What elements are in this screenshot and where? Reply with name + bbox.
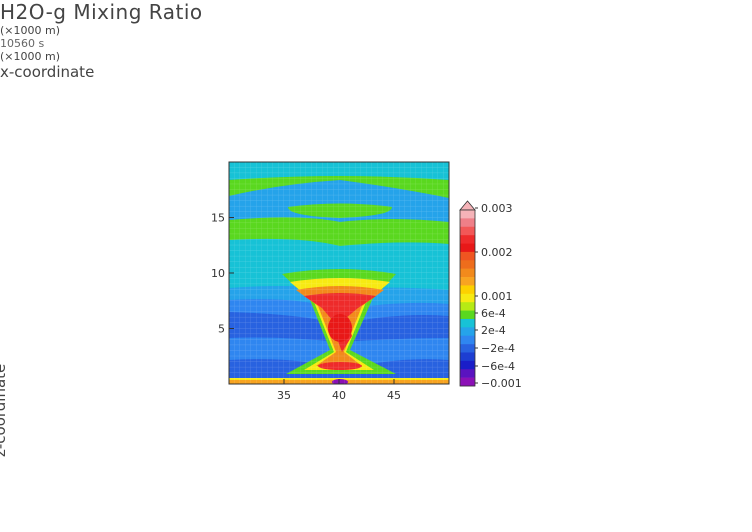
colorbar-swatch — [460, 327, 475, 337]
colorbar-swatch — [460, 310, 475, 320]
colorbar-swatch — [460, 302, 475, 311]
x-axis-unit: (×1000 m) — [0, 50, 61, 63]
colorbar-swatch — [460, 235, 475, 244]
colorbar-label: 0.003 — [481, 202, 513, 215]
y-axis-ticks: 5 10 15 — [211, 212, 234, 336]
colorbar-swatch — [460, 335, 475, 345]
colorbar-swatch — [460, 352, 475, 362]
colorbar-label: −2e-4 — [481, 342, 515, 355]
colorbar-swatch — [460, 260, 475, 269]
y-tick-label: 15 — [211, 212, 225, 225]
colorbar-swatch — [460, 318, 475, 328]
x-tick-label: 40 — [332, 389, 346, 402]
colorbar-label: −6e-4 — [481, 360, 515, 373]
colorbar-swatch — [460, 293, 475, 303]
colorbar-swatch — [460, 344, 475, 353]
x-tick-label: 45 — [387, 389, 401, 402]
contour-field — [229, 162, 449, 384]
colorbar-label: 6e-4 — [481, 307, 506, 320]
x-tick-label: 35 — [277, 389, 291, 402]
chart-title: H2O-g Mixing Ratio — [0, 0, 203, 24]
colorbar-label: 2e-4 — [481, 324, 506, 337]
colorbar-frame — [459, 209, 476, 387]
colorbar-swatch — [460, 210, 475, 219]
colorbar-swatch — [460, 377, 475, 387]
colorbar-swatch — [460, 251, 475, 261]
x-axis-ticks: 35 40 45 — [277, 379, 401, 402]
colorbar-swatch — [460, 268, 475, 278]
colorbar-swatch — [460, 226, 475, 236]
colorbar: 0.003 0.002 0.001 6e-4 2e-4 −2e-4 −6e-4 −0.001 — [459, 200, 522, 390]
colorbar-label: 0.002 — [481, 246, 513, 259]
colorbar-swatch — [460, 243, 475, 253]
grid-lines — [229, 162, 449, 384]
y-tick-label: 5 — [218, 323, 225, 336]
time-label: 10560 s — [0, 37, 45, 50]
colorbar-swatch — [460, 218, 475, 228]
colorbar-extend-arrow — [459, 200, 476, 211]
y-axis-unit: (×1000 m) — [0, 24, 61, 37]
colorbar-swatch — [460, 277, 475, 286]
colorbar-label: −0.001 — [481, 377, 522, 390]
colorbar-swatch — [460, 369, 475, 378]
colorbar-label: 0.001 — [481, 290, 513, 303]
y-tick-label: 10 — [211, 267, 225, 280]
colorbar-swatch — [460, 360, 475, 370]
colorbar-swatch — [460, 285, 475, 295]
x-axis-label: x-coordinate — [0, 63, 95, 81]
